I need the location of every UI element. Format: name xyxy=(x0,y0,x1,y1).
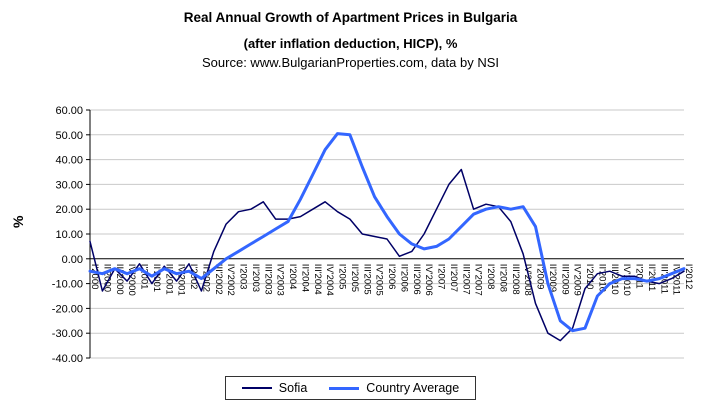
svg-text:III'2006: III'2006 xyxy=(411,264,422,295)
svg-text:II'2004: II'2004 xyxy=(299,264,310,292)
svg-text:-30.00: -30.00 xyxy=(52,328,83,340)
svg-text:I'2010: I'2010 xyxy=(584,264,595,290)
svg-text:I'2006: I'2006 xyxy=(386,264,397,290)
svg-text:IV'2007: IV'2007 xyxy=(473,264,484,296)
svg-text:II'2011: II'2011 xyxy=(646,264,657,292)
svg-text:III'2007: III'2007 xyxy=(460,264,471,295)
svg-text:III'2009: III'2009 xyxy=(559,264,570,295)
series-line-sofia xyxy=(89,168,685,342)
svg-text:20.00: 20.00 xyxy=(55,204,83,216)
svg-text:30.00: 30.00 xyxy=(55,179,83,191)
legend-label-sofia: Sofia xyxy=(278,381,308,395)
svg-text:III'2010: III'2010 xyxy=(609,264,620,295)
chart-header: Real Annual Growth of Apartment Prices i… xyxy=(0,8,701,72)
series-line-country-average xyxy=(88,132,686,333)
svg-text:III'2004: III'2004 xyxy=(312,264,323,295)
svg-text:I'2008: I'2008 xyxy=(485,264,496,290)
svg-text:II'2005: II'2005 xyxy=(349,264,360,292)
legend: Sofia Country Average xyxy=(0,376,701,400)
legend-item-country-average: Country Average xyxy=(329,381,459,395)
country-average-line-sample xyxy=(329,386,360,390)
svg-text:I'2005: I'2005 xyxy=(337,264,348,290)
svg-text:0.00: 0.00 xyxy=(62,254,83,266)
chart-subtitle: (after inflation deduction, HICP), % xyxy=(243,36,458,51)
svg-text:IV'2006: IV'2006 xyxy=(423,264,434,296)
svg-text:IV'2004: IV'2004 xyxy=(324,264,335,296)
svg-text:IV'2000: IV'2000 xyxy=(126,264,137,296)
svg-text:III'2002: III'2002 xyxy=(213,264,224,295)
svg-text:IV'2008: IV'2008 xyxy=(522,264,533,296)
svg-text:I'2001: I'2001 xyxy=(139,264,150,290)
svg-text:I'2009: I'2009 xyxy=(535,264,546,290)
svg-text:I'2004: I'2004 xyxy=(287,264,298,290)
svg-text:III'2000: III'2000 xyxy=(114,264,125,295)
svg-text:II'2009: II'2009 xyxy=(547,264,558,292)
svg-text:40.00: 40.00 xyxy=(55,155,83,167)
svg-text:I'2000: I'2000 xyxy=(89,264,100,290)
svg-text:10.00: 10.00 xyxy=(55,229,83,241)
svg-text:I'2007: I'2007 xyxy=(436,264,447,290)
svg-text:III'2008: III'2008 xyxy=(510,264,521,295)
y-gridlines xyxy=(86,109,684,359)
svg-text:III'2011: III'2011 xyxy=(658,264,669,294)
legend-box: Sofia Country Average xyxy=(224,376,477,400)
chart-source: Source: www.BulgarianProperties.com, dat… xyxy=(202,55,499,70)
y-axis-tick-labels: 60.00 50.00 40.00 30.00 20.00 10.00 0.00 -10.00… xyxy=(52,105,83,365)
svg-text:II'2008: II'2008 xyxy=(497,264,508,292)
svg-text:II'2007: II'2007 xyxy=(448,264,459,292)
svg-text:IV'2002: IV'2002 xyxy=(225,264,236,296)
chart-title: Real Annual Growth of Apartment Prices i… xyxy=(183,10,518,25)
svg-text:II'2000: II'2000 xyxy=(101,264,112,292)
svg-text:II'2010: II'2010 xyxy=(596,264,607,292)
svg-text:IV'2005: IV'2005 xyxy=(374,264,385,296)
svg-text:IV'2001: IV'2001 xyxy=(176,264,187,296)
svg-text:-40.00: -40.00 xyxy=(52,353,83,365)
svg-text:III'2001: III'2001 xyxy=(163,264,174,295)
sofia-line-sample xyxy=(241,387,272,389)
svg-text:II'2003: II'2003 xyxy=(250,264,261,292)
svg-text:I'2003: I'2003 xyxy=(238,264,249,290)
svg-text:60.00: 60.00 xyxy=(55,105,83,117)
svg-text:IV'2003: IV'2003 xyxy=(275,264,286,296)
svg-text:II'2006: II'2006 xyxy=(398,264,409,292)
svg-text:III'2005: III'2005 xyxy=(361,264,372,295)
legend-item-sofia: Sofia xyxy=(241,381,308,395)
svg-text:50.00: 50.00 xyxy=(55,130,83,142)
x-axis-labels: I'2000 II'2000 III'2000 IV'2000 I'2001 II'200… xyxy=(89,264,694,296)
svg-text:I'2012: I'2012 xyxy=(683,264,694,290)
svg-text:-10.00: -10.00 xyxy=(52,279,83,291)
svg-text:I'2002: I'2002 xyxy=(188,264,199,290)
svg-text:-20.00: -20.00 xyxy=(52,303,83,315)
svg-text:IV'2011: IV'2011 xyxy=(671,264,682,295)
svg-text:IV'2009: IV'2009 xyxy=(572,264,583,296)
svg-text:III'2003: III'2003 xyxy=(262,264,273,295)
legend-label-country-average: Country Average xyxy=(366,381,460,395)
svg-text:I'2011: I'2011 xyxy=(634,264,645,289)
